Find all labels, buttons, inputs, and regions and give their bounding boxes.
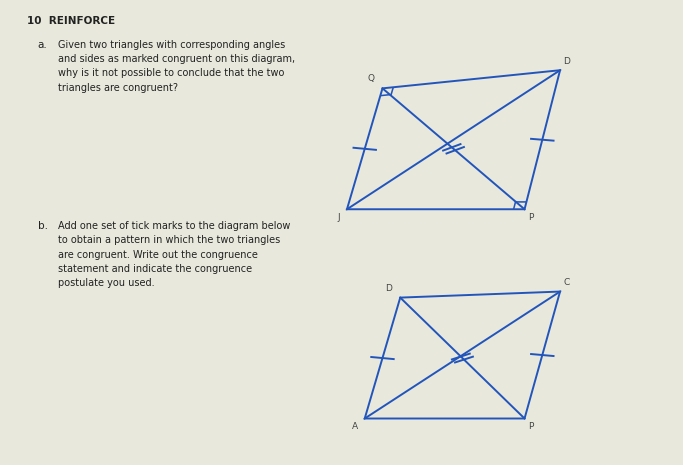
- Text: 10  REINFORCE: 10 REINFORCE: [27, 16, 115, 27]
- Text: Q: Q: [367, 74, 374, 83]
- Text: a.: a.: [38, 40, 47, 50]
- Text: D: D: [563, 57, 570, 66]
- Text: b.: b.: [38, 221, 48, 231]
- Text: J: J: [337, 213, 340, 222]
- Text: A: A: [352, 422, 358, 431]
- Text: Given two triangles with corresponding angles
and sides as marked congruent on t: Given two triangles with corresponding a…: [58, 40, 295, 93]
- Text: Add one set of tick marks to the diagram below
to obtain a pattern in which the : Add one set of tick marks to the diagram…: [58, 221, 290, 288]
- Text: C: C: [563, 278, 570, 287]
- Text: P: P: [528, 422, 533, 431]
- Text: P: P: [528, 213, 533, 222]
- Text: D: D: [385, 284, 392, 293]
